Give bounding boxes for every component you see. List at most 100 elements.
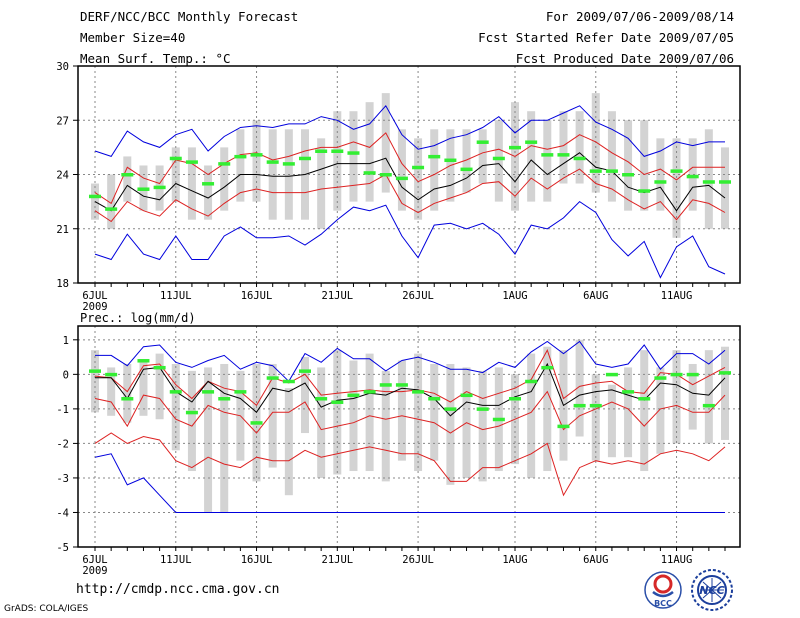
median-marker [412,390,425,394]
median-marker [347,151,360,155]
ensemble-range-bar [171,147,180,202]
ensemble-range-bar [640,350,649,472]
ensemble-range-bar [543,346,552,472]
y-tick-label: 21 [56,224,69,236]
median-marker [202,390,215,394]
ensemble-range-bar [721,346,729,440]
median-marker [525,140,538,144]
ensemble-range-bar [333,111,342,211]
x-tick-label: 6AUG [583,554,608,566]
ensemble-range-bar [478,129,487,184]
y-tick-label: 1 [63,335,69,347]
median-marker [509,145,521,150]
median-marker [460,393,473,398]
ensemble-range-bar [301,357,309,434]
chart-title: DERF/NCC/BCC Monthly Forecast [80,9,299,24]
ensemble-range-bar [123,363,132,423]
ensemble-range-bar [349,360,358,472]
median-marker [476,140,489,144]
median-marker [282,162,295,166]
x-tick-label: 6JUL [82,554,107,566]
series-mean [94,152,726,212]
x-tick-label: 1AUG [502,554,527,566]
median-marker [589,169,602,173]
y-tick-label: 24 [56,170,69,182]
ensemble-range-bar [559,111,568,184]
median-marker [702,403,715,408]
median-marker [379,383,392,387]
header-right: For 2009/07/06-2009/08/14 Fcst Started R… [478,6,734,69]
median-marker [89,194,101,199]
median-marker [250,421,263,425]
series-band-upper [94,348,726,407]
ensemble-range-bar [317,138,326,229]
median-marker [460,167,473,172]
median-marker [121,397,134,401]
median-marker [573,156,586,161]
median-marker [185,410,198,415]
median-marker [347,393,360,398]
ensemble-range-bar [284,388,293,496]
median-marker [557,424,570,429]
ensemble-range-bar [624,120,633,211]
y-tick-label: -2 [56,438,69,450]
median-marker [557,153,570,157]
ensemble-range-bar [107,367,116,416]
median-marker [137,359,150,363]
median-marker [719,180,731,184]
median-marker [105,372,118,377]
x-tick-label: 6JUL [82,290,107,302]
series-envelope-max [95,340,726,383]
grads-credit: GrADS: COLA/IGES [4,604,89,614]
member-size: Member Size=40 [80,30,186,45]
forecast-period: For 2009/07/06-2009/08/14 [545,9,734,24]
ensemble-range-bar [220,363,229,513]
median-marker [250,153,263,157]
median-marker [702,180,715,184]
x-tick-label: 11AUG [661,290,693,302]
median-marker [202,182,215,186]
ensemble-range-bar [155,353,164,420]
forecast-produced: Fcst Produced Date 2009/07/06 [515,51,734,66]
median-marker [476,407,489,411]
median-marker [525,379,538,384]
x-tick-label: 21JUL [322,290,354,302]
ensemble-range-bar [656,367,665,454]
ensemble-range-bar [365,353,374,472]
median-marker [266,376,279,380]
median-marker [622,173,635,177]
ensemble-range-bar [446,363,455,485]
y-tick-label: 18 [56,278,69,290]
median-marker [719,371,731,375]
median-marker [428,397,441,401]
series-envelope-min-band [94,432,726,497]
footer-url[interactable]: http://cmdp.ncc.cma.gov.cn [76,582,280,597]
median-marker [331,400,344,404]
median-marker [218,397,231,401]
median-marker [379,173,392,177]
median-marker [153,365,166,370]
median-marker [153,185,166,190]
ensemble-range-bar [268,129,277,220]
median-marker [234,154,247,159]
ensemble-range-bar [414,138,423,220]
median-marker [541,365,554,370]
median-marker [331,149,344,153]
precip-title: Prec.: log(mm/d) [80,311,196,325]
median-marker [234,390,247,394]
year-label: 2009 [82,565,107,577]
ensemble-range-bar [397,360,406,461]
ensemble-range-bar [139,360,148,416]
median-marker [282,379,295,384]
ncc-logo-text: NCC [699,584,724,597]
ensemble-range-bar [704,350,713,444]
ensemble-range-bar [688,138,697,211]
median-marker [185,160,198,164]
ensemble-range-bar [527,353,536,478]
ensemble-range-bar [607,111,616,202]
median-marker [605,372,618,377]
median-marker [169,390,182,394]
median-marker [363,171,376,175]
ensemble-range-bar [187,147,196,220]
